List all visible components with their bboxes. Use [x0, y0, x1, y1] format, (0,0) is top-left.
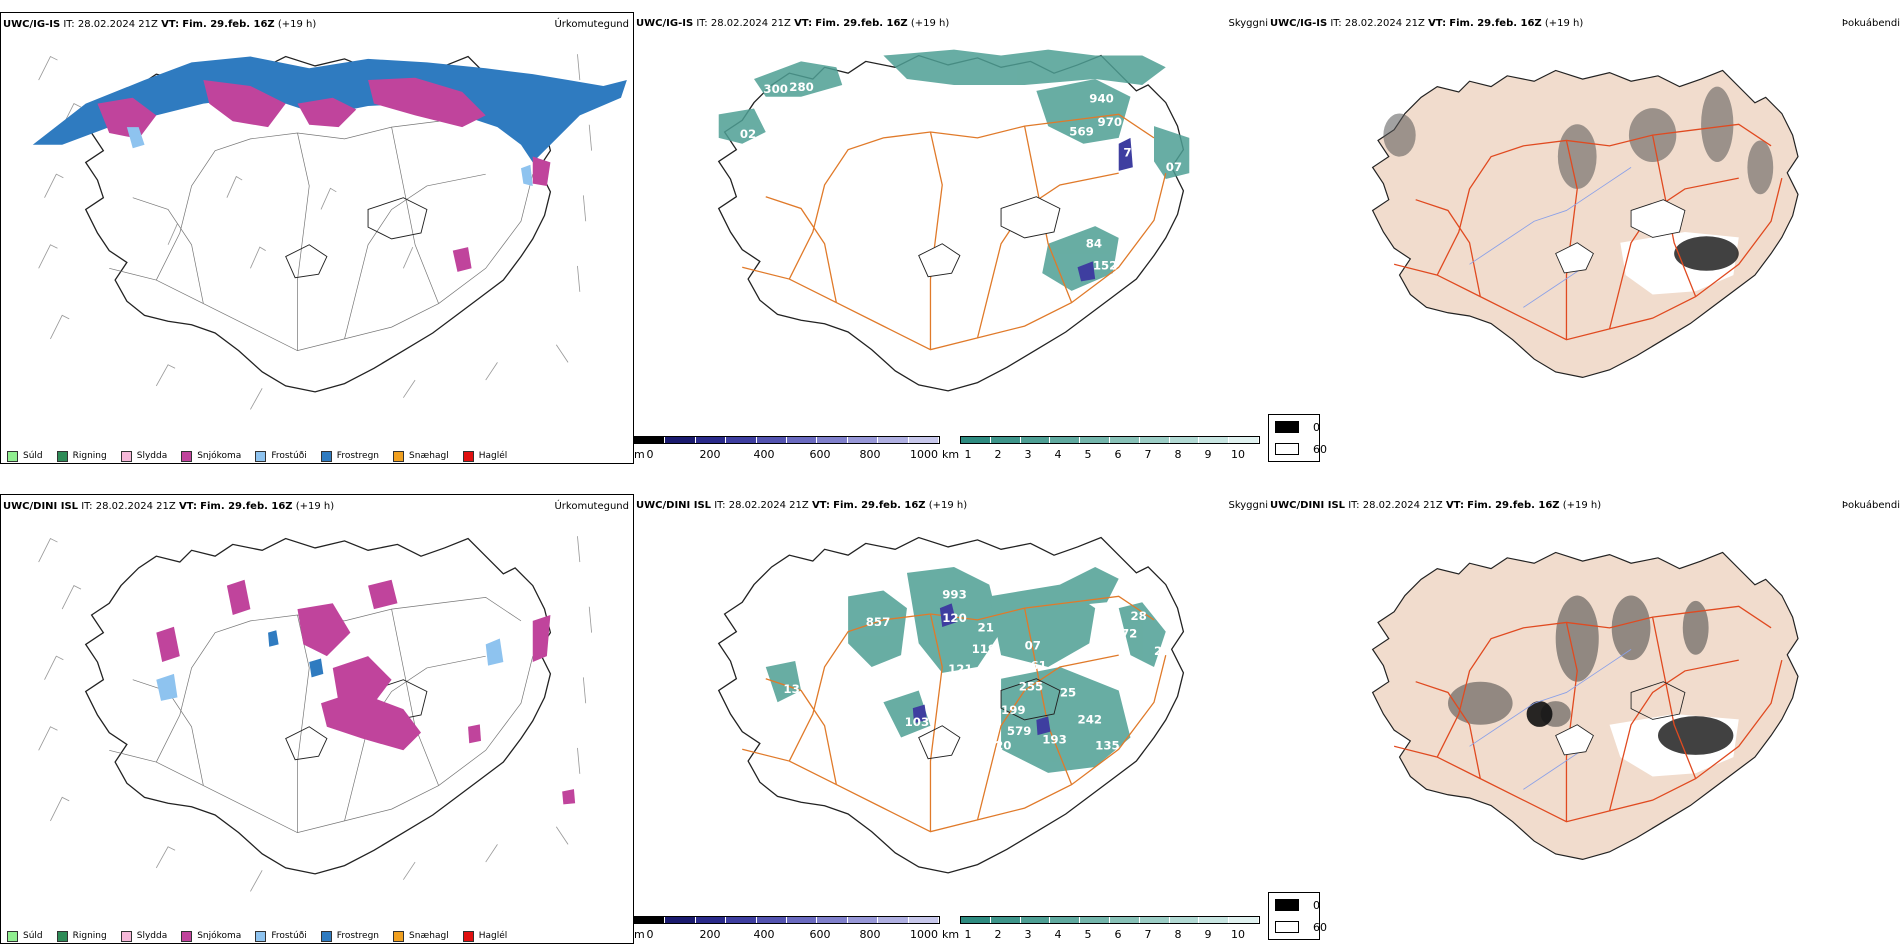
legend-item-hagel: Haglél: [462, 450, 507, 462]
vis-label: 157: [948, 709, 973, 723]
legend-swatch-60: [1275, 443, 1299, 455]
precip-type-panel-bottom: UWC/DINI ISL IT: 28.02.2024 21Z VT: Fim.…: [0, 494, 634, 944]
vis-label: 13: [783, 682, 799, 696]
vis-label: 970: [1098, 115, 1123, 129]
precip-map: [38, 536, 592, 892]
visibility-panel-top: UWC/IG-IS IT: 28.02.2024 21Z VT: Fim. 29…: [634, 12, 1268, 464]
vis-label: 372: [1113, 627, 1138, 641]
vis-label: 103: [905, 715, 930, 729]
legend-item-snjokoma: Snjókoma: [181, 450, 241, 462]
panel-header: UWC/DINI ISL IT: 28.02.2024 21Z VT: Fim.…: [636, 500, 968, 511]
fog-map: [1372, 69, 1799, 378]
visibility-map: 300 280 802 940 970 569 72 07 84 152 02: [718, 49, 1190, 392]
legend-item-rigning: Rigning: [56, 450, 107, 462]
vis-label: 28: [1130, 609, 1146, 623]
precip-map: [32, 54, 627, 410]
vis-label: 802: [942, 103, 967, 117]
vis-label: 135: [1095, 738, 1120, 752]
panel-title: Úrkomutegund: [554, 19, 629, 30]
precip-legend: Súld Rigning Slydda Snjókoma Frostúði Fr…: [7, 929, 521, 943]
panel-header: UWC/IG-IS IT: 28.02.2024 21Z VT: Fim. 29…: [3, 19, 317, 30]
panel-title: Úrkomutegund: [554, 501, 629, 512]
vis-label: 21: [978, 621, 994, 635]
vis-label: 320: [987, 738, 1012, 752]
vis-label: 242: [1078, 712, 1103, 726]
visibility-panel-bottom: UWC/DINI ISL IT: 28.02.2024 21Z VT: Fim.…: [634, 494, 1268, 944]
precip-type-panel-top: UWC/IG-IS IT: 28.02.2024 21Z VT: Fim. 29…: [0, 12, 634, 464]
visibility-map: 993 857 120 21 07 119 121 61 255 25 372 …: [718, 536, 1185, 874]
panel-title: Skyggni: [1228, 18, 1268, 29]
vis-label: 857: [866, 615, 891, 629]
vis-label: 84: [1086, 236, 1102, 250]
vis-label: 152: [1093, 259, 1118, 273]
vis-label: 13: [981, 724, 997, 738]
legend-item-sudd: Súld: [7, 450, 43, 462]
precip-areas: [32, 56, 627, 272]
vis-label: 120: [942, 611, 967, 625]
km-colorbar: km 1 2 3 4 5 6 7 8 9 10: [942, 436, 1262, 464]
vis-label: 199: [1001, 703, 1026, 717]
vis-label: 119: [972, 642, 997, 656]
precip-legend: Súld Rigning Slydda Snjókoma Frostúði Fr…: [7, 449, 521, 463]
colorbar-unit: m: [634, 448, 645, 461]
vis-label: 07: [1166, 160, 1182, 174]
vis-label: 72: [1123, 146, 1139, 160]
legend-item-slydda: Slydda: [120, 450, 167, 462]
vis-label: 193: [1042, 732, 1067, 746]
vis-label: 61: [1030, 658, 1046, 672]
fog-map: [1372, 551, 1799, 860]
fog-legend: 0 60: [1268, 892, 1327, 940]
vis-label: 579: [1007, 724, 1032, 738]
vis-label: 993: [942, 588, 967, 602]
panel-header: UWC/IG-IS IT: 28.02.2024 21Z VT: Fim. 29…: [636, 18, 950, 29]
vis-label: 280: [789, 80, 814, 94]
vis-label: 25: [1060, 685, 1076, 699]
vis-label: 07: [1025, 638, 1041, 652]
vis-label: 121: [948, 662, 973, 676]
vis-label: 940: [1089, 92, 1114, 106]
legend-item-snaehagl: Snæhagl: [393, 450, 449, 462]
panel-header: UWC/DINI ISL IT: 28.02.2024 21Z VT: Fim.…: [3, 501, 335, 512]
legend-swatch: [7, 450, 18, 462]
legend-swatch-0: [1275, 421, 1299, 433]
vis-label: 02: [740, 127, 756, 141]
km-colorbar: km 1 2 3 4 5 6 7 8 9 10: [942, 916, 1262, 944]
wind-barbs: [38, 54, 592, 410]
vis-label: 20: [1154, 644, 1170, 658]
height-colorbar: m 0 200 400 600 800 1000: [634, 916, 940, 944]
panel-title: Þokuábendi: [1841, 500, 1900, 511]
panel-header: UWC/IG-IS IT: 28.02.2024 21Z VT: Fim. 29…: [1270, 18, 1584, 29]
fog-panel-top: UWC/IG-IS IT: 28.02.2024 21Z VT: Fim. 29…: [1268, 12, 1900, 464]
colorbar-unit: km: [942, 448, 960, 461]
height-colorbar: m 0 200 400 600 800 1000: [634, 436, 940, 464]
panel-title: Skyggni: [1228, 500, 1268, 511]
vis-label: 569: [1069, 125, 1094, 139]
legend-item-frostudi: Frostúði: [255, 450, 307, 462]
vis-label: 255: [1019, 679, 1044, 693]
panel-header: UWC/DINI ISL IT: 28.02.2024 21Z VT: Fim.…: [1270, 500, 1602, 511]
panel-title: Þokuábendi: [1841, 18, 1900, 29]
fog-legend: 0 60: [1268, 414, 1327, 462]
legend-item-frostregn: Frostregn: [320, 450, 379, 462]
fog-panel-bottom: UWC/DINI ISL IT: 28.02.2024 21Z VT: Fim.…: [1268, 494, 1900, 944]
vis-label: 300: [763, 82, 788, 96]
